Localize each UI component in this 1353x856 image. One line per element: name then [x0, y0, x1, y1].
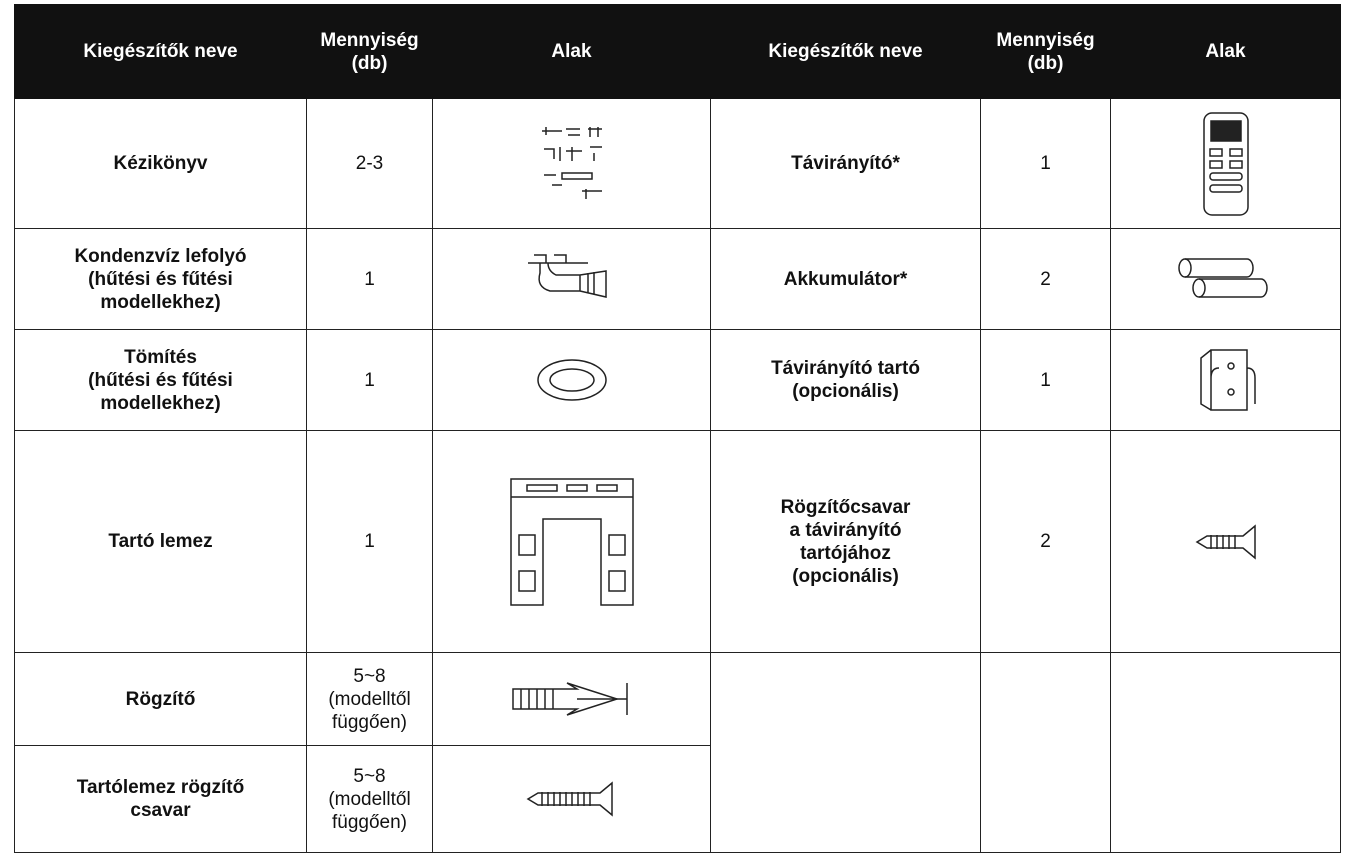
item-shape [1110, 228, 1341, 330]
item-qty: 1 [306, 228, 433, 330]
battery-icon [1177, 258, 1268, 298]
item-qty: 2 [980, 430, 1111, 653]
item-qty: 1 [980, 98, 1111, 229]
empty-cell [1110, 652, 1341, 853]
item-shape [432, 745, 711, 853]
header-cell: Mennyiség (db) [980, 4, 1111, 99]
item-name: Tartó lemez [14, 430, 307, 653]
item-qty: 1 [306, 329, 433, 431]
anchor-icon [511, 682, 628, 716]
header-cell: Mennyiség (db) [306, 4, 433, 99]
accessories-table: Kiegészítők neve Mennyiség (db) Alak Kie… [14, 4, 1341, 853]
header-cell: Kiegészítők neve [710, 4, 981, 99]
header-cell: Alak [1110, 4, 1341, 99]
item-qty: 2-3 [306, 98, 433, 229]
item-name: Tömítés (hűtési és fűtési modellekhez) [14, 329, 307, 431]
item-shape [432, 228, 711, 330]
item-name: Rögzítőcsavar a távirányító tartójához (… [710, 430, 981, 653]
item-name: Rögzítő [14, 652, 307, 746]
remote-icon [1202, 111, 1249, 216]
item-name: Kézikönyv [14, 98, 307, 229]
item-shape [1110, 98, 1341, 229]
item-shape [432, 329, 711, 431]
item-qty: 5~8 (modelltől függően) [306, 652, 433, 746]
row: Kézikönyv 2-3 Távirányító* 1 [14, 98, 1341, 229]
item-shape [1110, 329, 1341, 431]
item-shape [432, 652, 711, 746]
item-shape [1110, 430, 1341, 653]
row: Rögzítő 5~8 (modelltől függően) [14, 652, 1341, 853]
item-qty: 2 [980, 228, 1111, 330]
screw-icon [526, 781, 613, 817]
item-name: Kondenzvíz lefolyó (hűtési és fűtési mod… [14, 228, 307, 330]
drain-icon [527, 254, 607, 298]
item-name: Tartólemez rögzítő csavar [14, 745, 307, 853]
gasket-icon [536, 359, 607, 401]
item-name: Távirányító tartó (opcionális) [710, 329, 981, 431]
row: Tartó lemez 1 Rögzítőcsavar a távirányít… [14, 430, 1341, 653]
item-shape [432, 98, 711, 229]
header-cell: Alak [432, 4, 711, 99]
plate-icon [509, 477, 634, 606]
empty-cell [710, 652, 981, 853]
item-qty: 1 [980, 329, 1111, 431]
row: Tömítés (hűtési és fűtési modellekhez) 1… [14, 329, 1341, 431]
row: Tartólemez rögzítő csavar 5~8 (modelltől… [14, 745, 1341, 853]
item-qty: 5~8 (modelltől függően) [306, 745, 433, 853]
manual-icon [541, 126, 602, 199]
empty-cell [980, 652, 1111, 853]
header-cell: Kiegészítők neve [14, 4, 307, 99]
item-name: Távirányító* [710, 98, 981, 229]
item-shape [432, 430, 711, 653]
row: Kondenzvíz lefolyó (hűtési és fűtési mod… [14, 228, 1341, 330]
screw-icon [1195, 523, 1256, 560]
holder-icon [1199, 349, 1256, 411]
header-row: Kiegészítők neve Mennyiség (db) Alak Kie… [14, 4, 1341, 99]
item-qty: 1 [306, 430, 433, 653]
item-name: Akkumulátor* [710, 228, 981, 330]
